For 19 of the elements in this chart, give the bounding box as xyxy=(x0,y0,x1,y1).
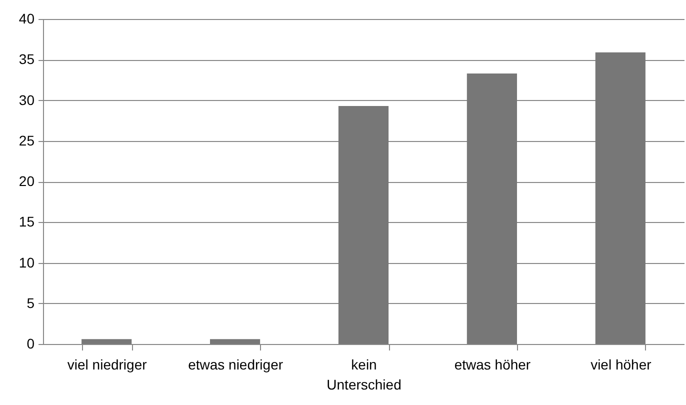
x-tick-label: etwas höher xyxy=(454,356,531,372)
y-tick-label: 10 xyxy=(18,254,35,270)
x-tick-label: viel höher xyxy=(590,356,652,372)
bar xyxy=(595,52,646,344)
y-tick-label: 30 xyxy=(18,92,35,108)
y-tick-label: 0 xyxy=(26,336,35,352)
x-tick-label: kein Unterschied xyxy=(326,356,402,392)
bar xyxy=(210,339,260,344)
y-tick-label: 20 xyxy=(18,173,35,189)
y-tick-label: 35 xyxy=(18,51,35,68)
bar xyxy=(338,106,389,344)
y-tick-label: 15 xyxy=(18,214,35,230)
y-tick-label: 5 xyxy=(26,294,35,311)
x-tick-label: viel niedriger xyxy=(67,356,148,372)
y-tick-label: 25 xyxy=(18,132,35,148)
y-tick-label: 40 xyxy=(18,10,35,26)
x-tick-label: etwas niedriger xyxy=(188,356,284,372)
bar xyxy=(466,73,518,344)
bar xyxy=(82,339,132,344)
